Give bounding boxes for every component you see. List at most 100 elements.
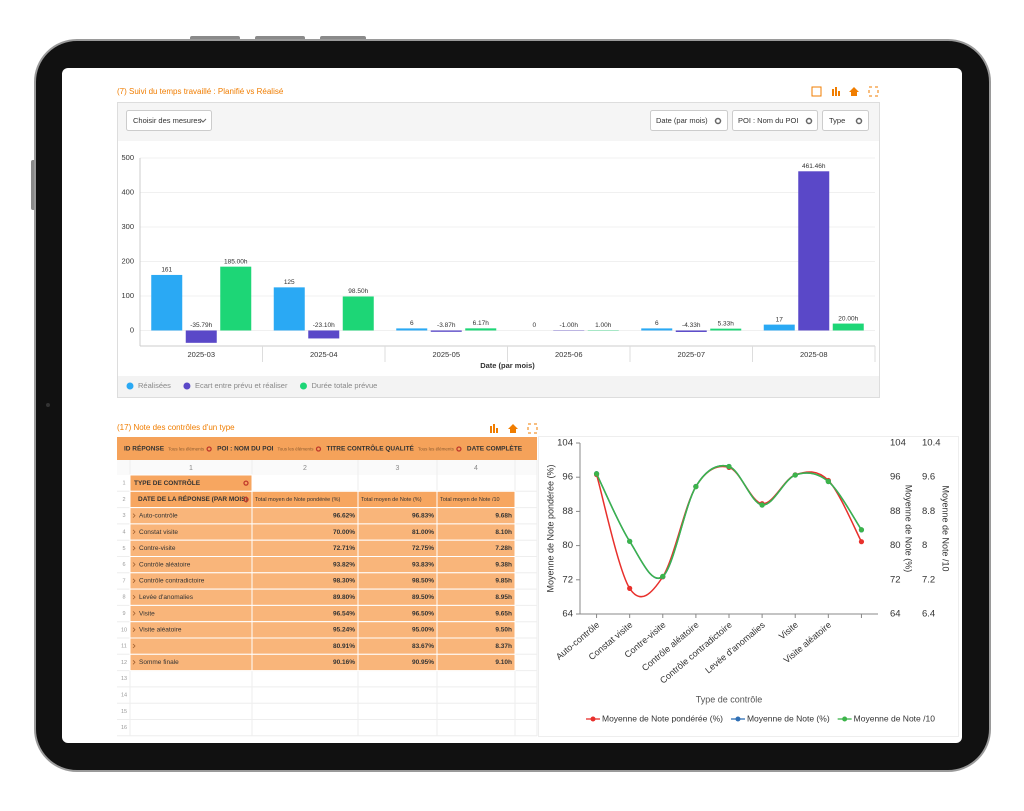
icon-chart[interactable] bbox=[490, 426, 492, 433]
cell-value: 80.91% bbox=[333, 643, 355, 650]
cell-value: 90.16% bbox=[333, 659, 355, 666]
cell-value: 9.68h bbox=[495, 512, 512, 519]
row-number: 16 bbox=[121, 725, 127, 731]
icon-chart bbox=[835, 87, 837, 96]
x-tick-label: 2025-04 bbox=[310, 350, 338, 359]
panel-title: (17) Note des contrôles d'un type bbox=[117, 423, 235, 432]
button[interactable] bbox=[822, 110, 869, 131]
row-label: Visite aléatoire bbox=[139, 627, 182, 634]
chart-box bbox=[538, 436, 959, 737]
icon-chart bbox=[838, 91, 840, 96]
cell-value: 9.50h bbox=[495, 627, 512, 634]
gear bbox=[805, 117, 813, 125]
button-label: Type bbox=[829, 116, 845, 125]
filter-label: TITRE CONTRÔLE QUALITÉ bbox=[327, 444, 415, 453]
cell-value: 89.50% bbox=[412, 594, 434, 601]
button-label: Choisir des mesures bbox=[133, 116, 202, 125]
button[interactable] bbox=[732, 110, 818, 131]
gear bbox=[243, 480, 249, 486]
row-number: 2 bbox=[122, 497, 125, 503]
legend-label: Durée totale prévue bbox=[311, 381, 377, 390]
cell-value: 72.71% bbox=[333, 545, 355, 552]
gear bbox=[206, 446, 212, 452]
row-number: 8 bbox=[122, 595, 125, 601]
cell-value: 98.30% bbox=[333, 578, 355, 585]
cell-value: 83.67% bbox=[412, 643, 434, 650]
cell-value: 95.00% bbox=[412, 627, 434, 634]
cell-value: 9.38h bbox=[495, 561, 512, 568]
icon-fullscreen[interactable] bbox=[868, 86, 879, 97]
cell-value: 72.75% bbox=[412, 545, 434, 552]
gear bbox=[855, 117, 863, 125]
row-number: 14 bbox=[121, 693, 127, 699]
icon-export[interactable] bbox=[849, 87, 859, 96]
expand-arrow bbox=[132, 529, 136, 535]
gear bbox=[243, 496, 249, 503]
y-tick-label: 0 bbox=[130, 325, 134, 334]
point bbox=[693, 484, 699, 490]
cell-value: 98.50% bbox=[412, 578, 434, 585]
cell bbox=[129, 637, 253, 655]
cell-value: 89.80% bbox=[333, 594, 355, 601]
cell-value: 8.95h bbox=[495, 594, 512, 601]
value-label: 185.00h bbox=[224, 258, 248, 265]
legend-label: Ecart entre prévu et réaliser bbox=[195, 381, 288, 390]
x-tick-label: 2025-08 bbox=[800, 350, 828, 359]
button[interactable] bbox=[650, 110, 728, 131]
legend-label: Moyenne de Note /10 bbox=[854, 713, 936, 723]
gear bbox=[456, 446, 462, 452]
bar bbox=[430, 330, 462, 332]
row-header: TYPE DE CONTRÔLE bbox=[134, 478, 201, 487]
legend-marker bbox=[183, 382, 191, 390]
y-tick-label: 88 bbox=[562, 506, 573, 517]
x-tick-label: 2025-03 bbox=[187, 350, 215, 359]
y3-axis-title: Moyenne de Note /10 bbox=[941, 485, 951, 571]
value-label: 20.00h bbox=[838, 315, 858, 322]
legend-marker bbox=[590, 716, 596, 722]
bar bbox=[763, 324, 795, 331]
cell-value: 96.54% bbox=[333, 610, 355, 617]
column-header: Total moyen de Note /10 bbox=[440, 497, 500, 503]
y-tick-label: 200 bbox=[121, 256, 134, 265]
point bbox=[627, 585, 633, 591]
value-label: 0 bbox=[532, 322, 536, 329]
cell-value: 8.10h bbox=[495, 529, 512, 536]
cell-value: 93.82% bbox=[333, 561, 355, 568]
bar bbox=[798, 171, 830, 331]
panel-title: (7) Suivi du temps travaillé : Planifié … bbox=[117, 87, 284, 96]
expand-arrow bbox=[132, 578, 136, 584]
filter-label: ID RÉPONSE bbox=[124, 444, 165, 453]
legend-label: Moyenne de Note (%) bbox=[747, 713, 830, 723]
value-label: -1.00h bbox=[560, 322, 579, 329]
y-tick-label: 80 bbox=[890, 540, 901, 551]
button[interactable] bbox=[126, 110, 212, 131]
value-label: 6 bbox=[410, 320, 414, 327]
bar bbox=[185, 330, 217, 343]
row-number: 1 bbox=[122, 481, 125, 487]
bar bbox=[220, 266, 252, 331]
column-header: Total moyen de Note (%) bbox=[361, 497, 422, 503]
bar bbox=[273, 287, 305, 331]
icon-chart[interactable] bbox=[832, 89, 834, 96]
y-tick-label: 96 bbox=[890, 472, 901, 483]
expand-arrow bbox=[132, 594, 136, 600]
column-number: 3 bbox=[396, 465, 400, 472]
icon-fullscreen[interactable] bbox=[527, 423, 538, 434]
row-label: Contrôle contradictoire bbox=[139, 578, 205, 585]
y-tick-label: 64 bbox=[890, 609, 901, 620]
value-label: 161 bbox=[161, 267, 172, 274]
button-label: POI : Nom du POI bbox=[738, 116, 798, 125]
icon-export[interactable] bbox=[508, 424, 518, 433]
row-label: Levée d'anomalies bbox=[139, 594, 194, 601]
expand-arrow bbox=[132, 562, 136, 567]
row-label: Visite bbox=[139, 610, 155, 617]
value-label: 17 bbox=[776, 316, 784, 323]
point bbox=[660, 573, 666, 579]
row-number: 11 bbox=[121, 644, 127, 650]
icon-table[interactable] bbox=[811, 86, 822, 97]
panel-icons bbox=[811, 86, 879, 97]
button-label: Date (par mois) bbox=[656, 116, 708, 125]
value-label: -23.10h bbox=[313, 322, 335, 329]
icon-chart bbox=[496, 428, 498, 433]
filter-hint: Tous les éléments bbox=[168, 447, 205, 452]
